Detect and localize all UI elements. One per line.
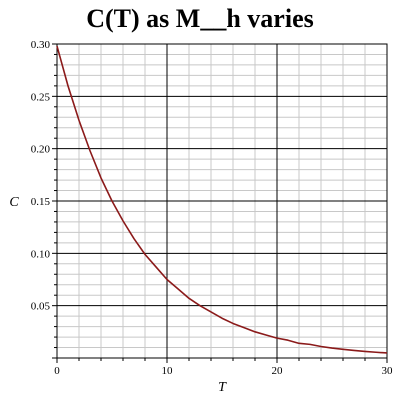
chart-title: C(T) as M__h varies xyxy=(86,4,314,33)
axis-ticks xyxy=(52,43,388,363)
y-tick-label: 0.05 xyxy=(31,301,51,313)
y-tick-label: 0.15 xyxy=(31,196,51,208)
x-tick-label: 10 xyxy=(162,365,174,377)
y-tick-label: 0.10 xyxy=(31,248,51,260)
y-tick-label: 0.25 xyxy=(31,91,51,103)
tick-labels: 0 10 20 30 0.05 0.10 0.15 0.20 0.25 0.30 xyxy=(31,39,393,377)
y-axis-label: C xyxy=(9,195,19,210)
x-tick-label: 30 xyxy=(382,365,394,377)
series-layer xyxy=(56,45,388,354)
x-axis-label: T xyxy=(218,380,227,395)
x-tick-label: 0 xyxy=(54,365,60,377)
y-tick-label: 0.20 xyxy=(31,144,51,156)
major-gridlines xyxy=(57,43,387,358)
y-tick-label: 0.30 xyxy=(31,39,51,51)
x-tick-label: 20 xyxy=(272,365,284,377)
series-line-0 xyxy=(56,45,388,354)
